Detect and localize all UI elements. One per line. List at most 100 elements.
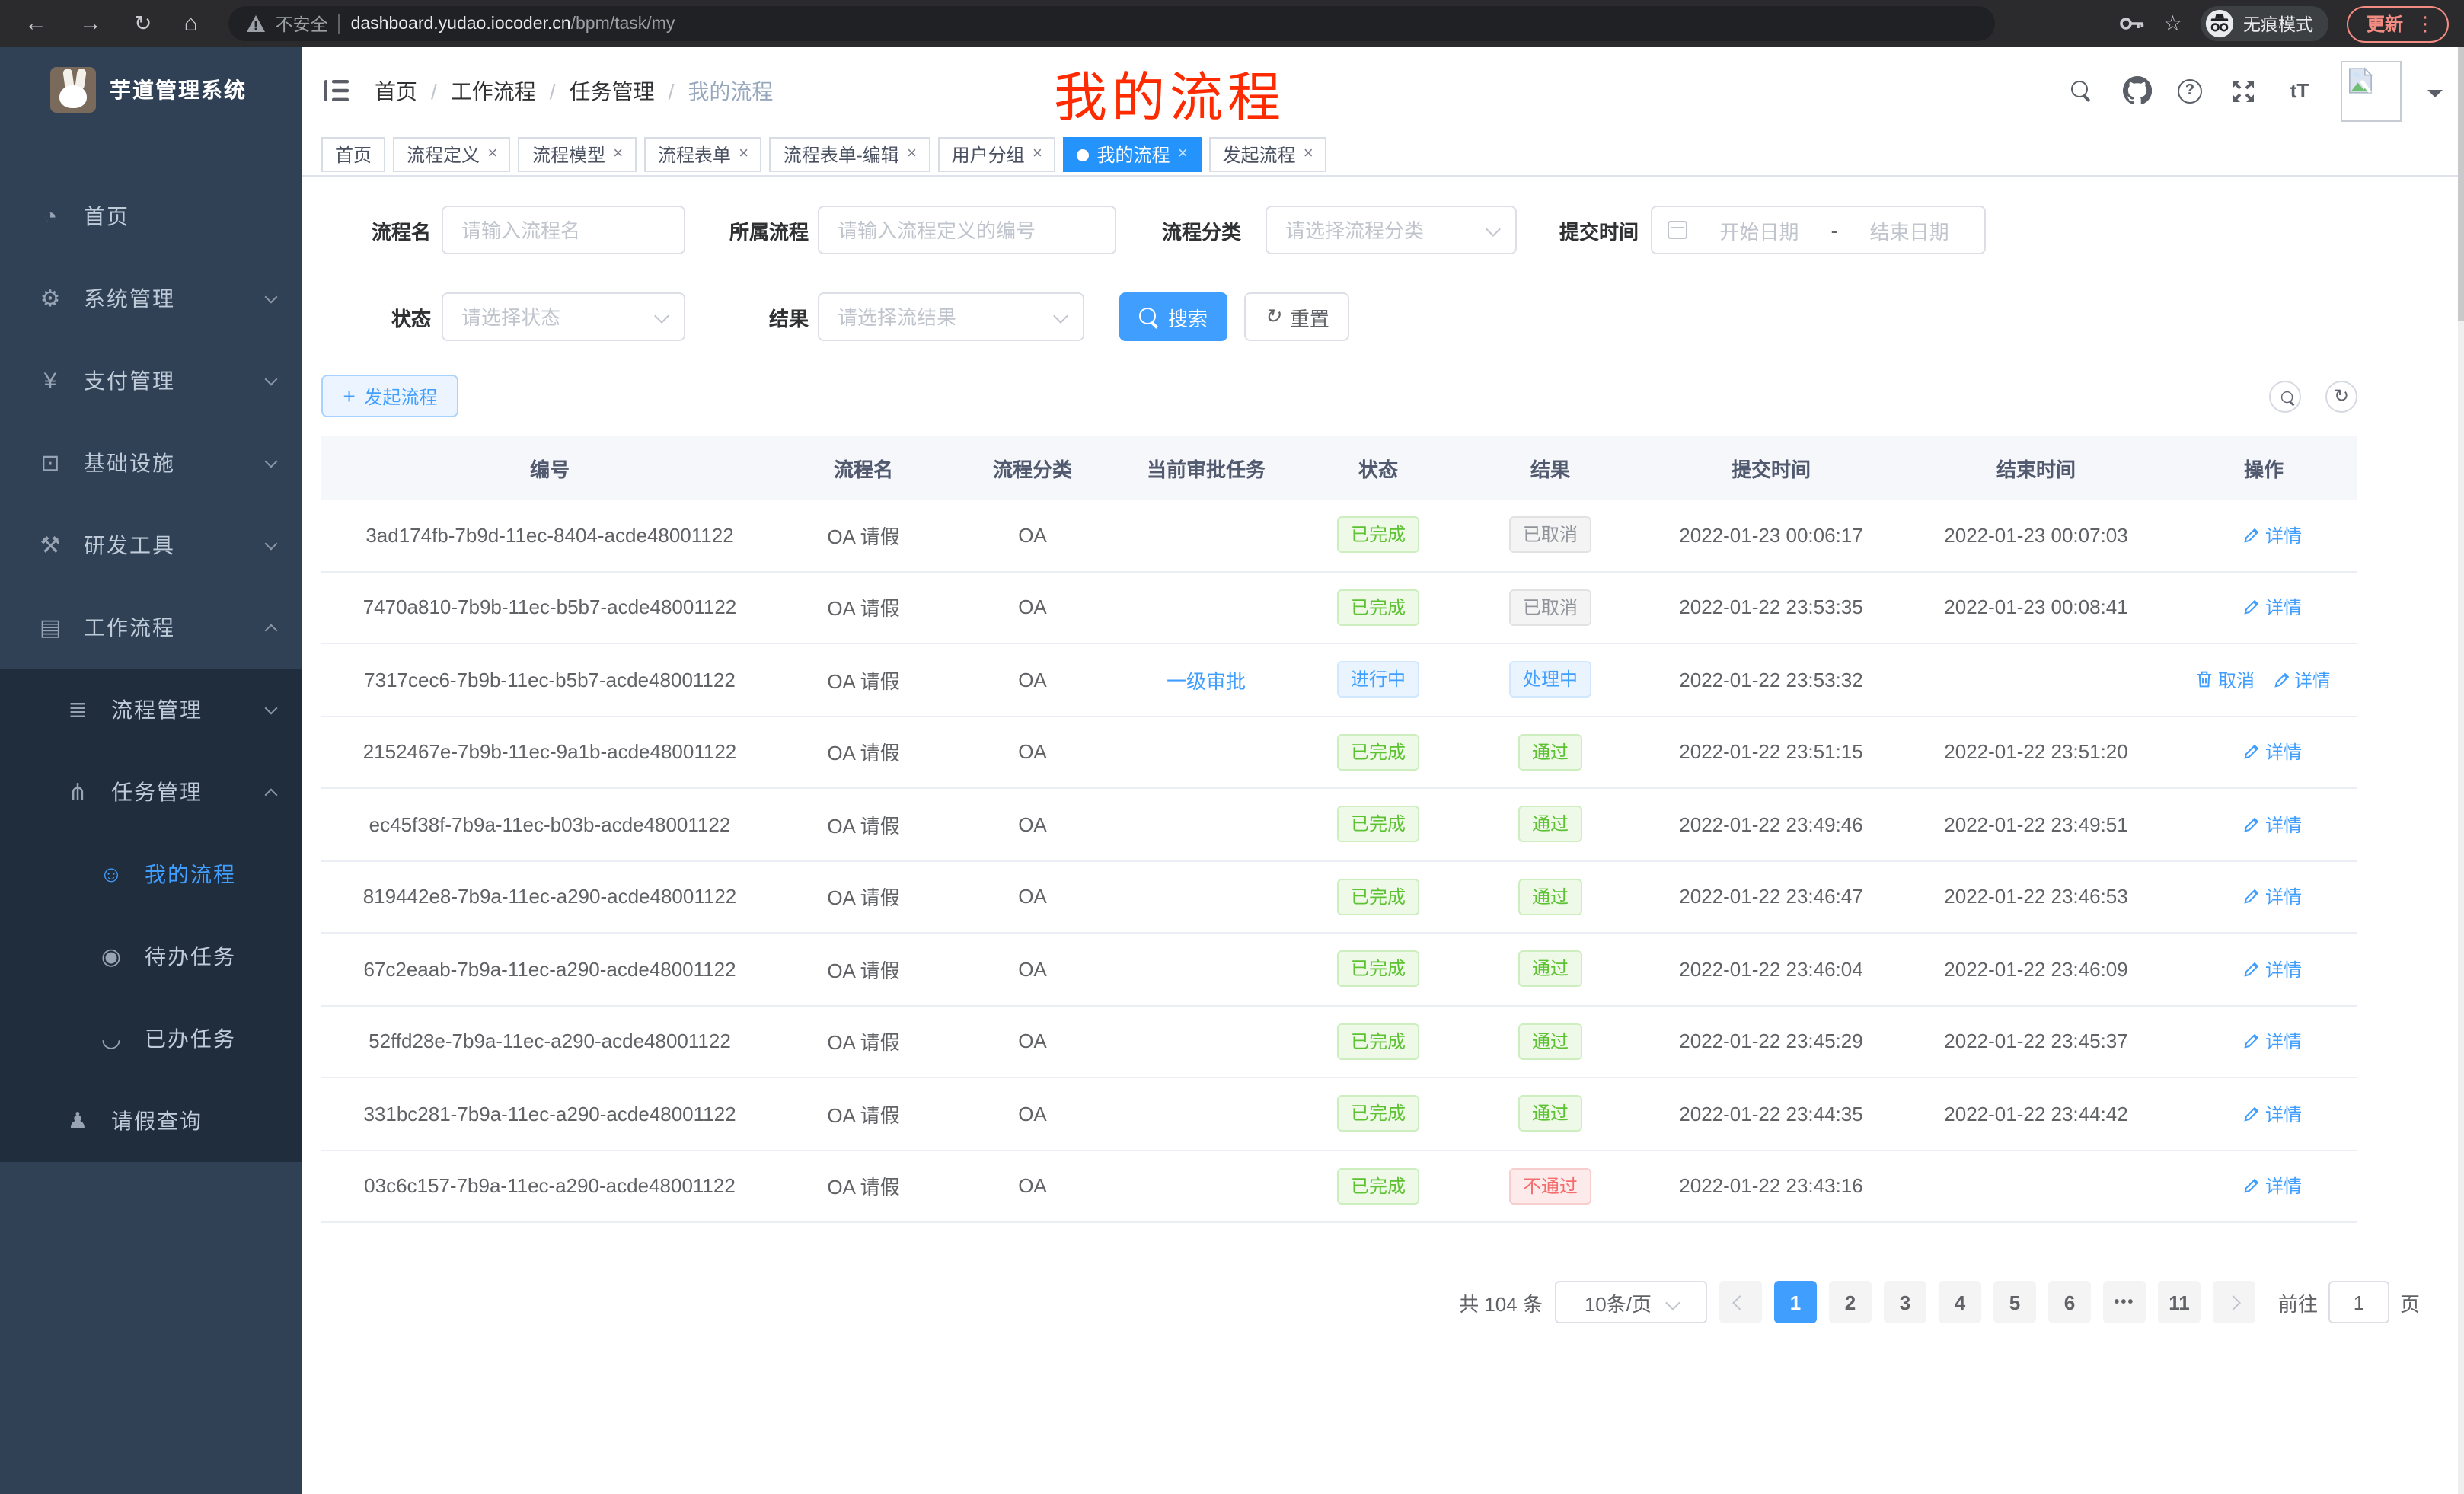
page-button[interactable]: 3 xyxy=(1883,1281,1926,1323)
refresh-table-button[interactable] xyxy=(2325,380,2357,412)
close-icon[interactable] xyxy=(613,146,623,163)
help-icon[interactable] xyxy=(2178,78,2202,103)
sidebar-item[interactable]: ◉ 待办任务 xyxy=(0,915,302,998)
column-header: 流程名 xyxy=(833,458,893,480)
scrollbar-thumb[interactable] xyxy=(2458,47,2464,321)
sidebar-item[interactable]: ◔ 首页 xyxy=(0,175,302,257)
page-button[interactable]: 2 xyxy=(1828,1281,1872,1323)
incognito-icon xyxy=(2205,9,2234,38)
cell-submit-time: 2022-01-22 23:46:47 xyxy=(1679,885,1863,908)
view-tab[interactable]: 流程模型 xyxy=(518,137,637,172)
window-scrollbar[interactable] xyxy=(2458,47,2464,1494)
browser-forward-icon[interactable] xyxy=(79,12,102,35)
goto-page-input[interactable] xyxy=(2328,1281,2389,1323)
process-name-input[interactable] xyxy=(442,206,685,254)
page-size-select[interactable]: 10条/页 xyxy=(1554,1281,1707,1323)
header-search-icon[interactable] xyxy=(2065,75,2095,106)
detail-button[interactable]: 详情 xyxy=(2273,667,2331,693)
browser-update-button[interactable]: 更新 xyxy=(2346,5,2449,42)
close-icon[interactable] xyxy=(1178,146,1188,163)
sidebar-item[interactable]: ⋔ 任务管理 xyxy=(0,751,302,833)
result-badge: 通过 xyxy=(1518,806,1582,843)
browser-home-icon[interactable] xyxy=(184,12,197,35)
view-tab[interactable]: 流程定义 xyxy=(393,137,511,172)
sidebar-item[interactable]: ⊡ 基础设施 xyxy=(0,422,302,504)
detail-button[interactable]: 详情 xyxy=(2244,1101,2302,1127)
sidebar-item[interactable]: ◡ 已办任务 xyxy=(0,998,302,1080)
close-icon[interactable] xyxy=(739,146,748,163)
next-page-button[interactable] xyxy=(2212,1281,2255,1323)
browser-back-icon[interactable] xyxy=(24,12,47,35)
column-header: 操作 xyxy=(2243,458,2284,480)
password-key-icon[interactable] xyxy=(2119,11,2145,37)
column-header: 编号 xyxy=(529,458,570,480)
page-button[interactable]: 4 xyxy=(1938,1281,1981,1323)
close-icon[interactable] xyxy=(1033,146,1042,163)
view-tab[interactable]: 用户分组 xyxy=(937,137,1056,172)
search-button[interactable]: 搜索 xyxy=(1119,292,1227,341)
reset-button[interactable]: 重置 xyxy=(1244,292,1349,341)
breadcrumb-item[interactable]: 任务管理 xyxy=(570,75,688,106)
close-icon[interactable] xyxy=(1303,146,1313,163)
view-tab[interactable]: 首页 xyxy=(321,137,386,172)
close-icon[interactable] xyxy=(487,146,497,163)
detail-button[interactable]: 详情 xyxy=(2244,812,2302,838)
sidebar-item[interactable]: ⚙ 系统管理 xyxy=(0,257,302,340)
detail-button[interactable]: 详情 xyxy=(2244,956,2302,982)
toggle-search-button[interactable] xyxy=(2269,380,2301,412)
detail-button[interactable]: 详情 xyxy=(2244,1029,2302,1055)
browser-reload-icon[interactable] xyxy=(134,12,152,35)
page-button[interactable]: 1 xyxy=(1773,1281,1817,1323)
result-select-input[interactable] xyxy=(819,294,1083,340)
breadcrumb-item[interactable]: 首页 xyxy=(375,75,451,106)
url-bar[interactable]: 不安全 dashboard.yudao.iocoder.cn/bpm/task/… xyxy=(228,6,1995,41)
status-select-input[interactable] xyxy=(443,294,684,340)
tab-label: 发起流程 xyxy=(1222,145,1296,166)
sidebar-fold-icon[interactable] xyxy=(324,79,349,102)
font-size-icon[interactable]: tT xyxy=(2290,79,2309,102)
detail-button[interactable]: 详情 xyxy=(2244,595,2302,621)
avatar[interactable] xyxy=(2341,60,2402,121)
fullscreen-icon[interactable] xyxy=(2228,75,2258,106)
page-button[interactable]: 5 xyxy=(1993,1281,2036,1323)
page-button[interactable]: 6 xyxy=(2047,1281,2091,1323)
sidebar-item[interactable]: ⚒ 研发工具 xyxy=(0,504,302,586)
process-definition-input[interactable] xyxy=(819,207,1115,253)
cancel-button[interactable]: 取消 xyxy=(2197,667,2255,693)
view-tab[interactable]: 我的流程 xyxy=(1063,137,1202,172)
cell-id: 331bc281-7b9a-11ec-a290-acde48001122 xyxy=(363,1102,736,1125)
sidebar-item[interactable]: ¥ 支付管理 xyxy=(0,340,302,422)
status-select[interactable] xyxy=(442,292,685,341)
close-icon[interactable] xyxy=(907,146,917,163)
result-select[interactable] xyxy=(818,292,1084,341)
status-badge: 已完成 xyxy=(1336,516,1419,554)
category-select[interactable] xyxy=(1266,206,1517,254)
prev-page-button[interactable] xyxy=(1719,1281,1762,1323)
cell-id: ec45f38f-7b9a-11ec-b03b-acde48001122 xyxy=(369,812,731,836)
status-badge: 已完成 xyxy=(1336,806,1419,843)
date-range-picker[interactable]: 开始日期 - 结束日期 xyxy=(1651,206,1986,254)
github-icon[interactable] xyxy=(2121,75,2152,106)
detail-button[interactable]: 详情 xyxy=(2244,1173,2302,1199)
current-task-link[interactable]: 一级审批 xyxy=(1166,669,1246,693)
view-tab[interactable]: 发起流程 xyxy=(1208,137,1327,172)
sidebar-item[interactable]: ▤ 工作流程 xyxy=(0,586,302,669)
category-select-input[interactable] xyxy=(1267,207,1515,253)
view-tab[interactable]: 流程表单 xyxy=(643,137,762,172)
tab-label: 首页 xyxy=(335,145,372,166)
detail-button[interactable]: 详情 xyxy=(2244,739,2302,765)
avatar-dropdown-caret[interactable] xyxy=(2427,89,2443,104)
browser-menu-icon[interactable] xyxy=(2415,11,2435,36)
view-tab[interactable]: 流程表单-编辑 xyxy=(769,137,930,172)
page-button[interactable]: 11 xyxy=(2157,1281,2201,1323)
start-process-button[interactable]: 发起流程 xyxy=(321,375,459,417)
breadcrumb-item[interactable]: 工作流程 xyxy=(451,75,570,106)
page-button[interactable]: ••• xyxy=(2102,1281,2146,1323)
breadcrumb-item[interactable]: 我的流程 xyxy=(688,78,774,103)
sidebar-item[interactable]: ☺ 我的流程 xyxy=(0,833,302,915)
sidebar-item[interactable]: ♟ 请假查询 xyxy=(0,1080,302,1162)
sidebar-item[interactable]: ≣ 流程管理 xyxy=(0,669,302,751)
detail-button[interactable]: 详情 xyxy=(2244,522,2302,548)
detail-button[interactable]: 详情 xyxy=(2244,884,2302,910)
bookmark-star-icon[interactable] xyxy=(2163,10,2182,37)
